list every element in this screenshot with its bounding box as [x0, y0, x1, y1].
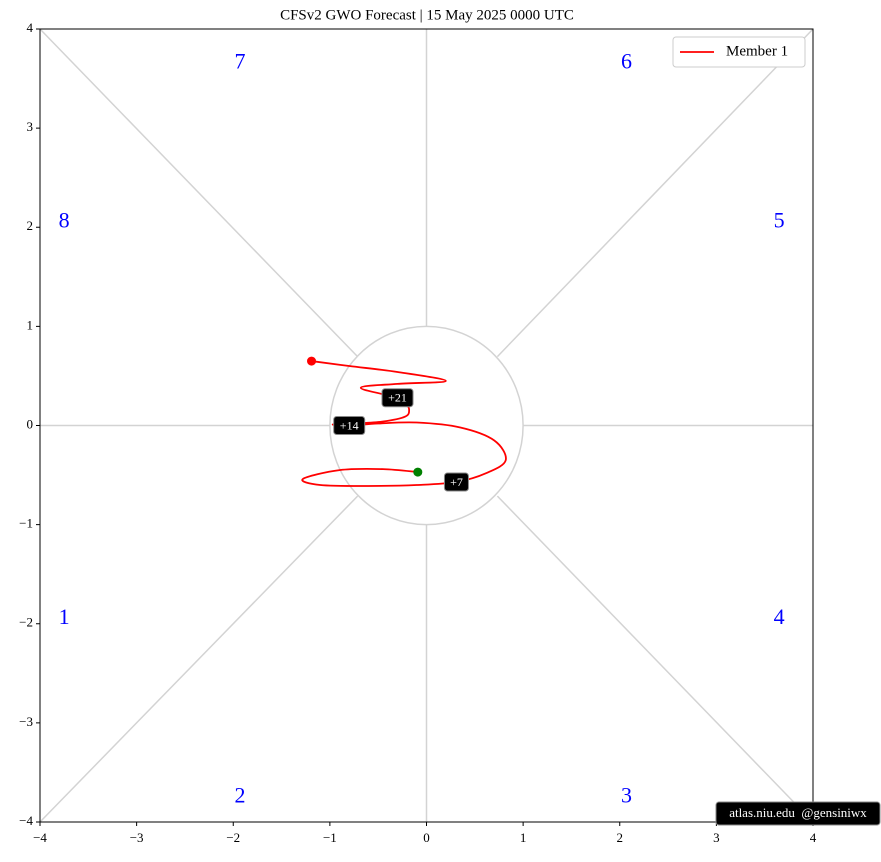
- phase-guides: [39, 28, 814, 823]
- legend-box: [672, 36, 806, 68]
- y-tick-label: 3: [27, 119, 34, 134]
- trajectory: [301, 360, 507, 487]
- watermark-box: [715, 801, 881, 826]
- annotation-label: +14: [340, 418, 359, 432]
- annotation-box: [333, 416, 366, 435]
- phase-label: 8: [59, 207, 70, 232]
- x-tick-label: 2: [617, 830, 624, 845]
- diagonal: [39, 28, 359, 358]
- y-tick-label: −2: [19, 615, 33, 630]
- phase-label: 3: [621, 782, 632, 807]
- y-tick-label: −1: [19, 516, 33, 531]
- x-tick-label: −3: [130, 830, 144, 845]
- unit-circle: [329, 325, 524, 526]
- y-tick-label: −4: [19, 813, 33, 828]
- x-tick-label: −4: [33, 830, 47, 845]
- end-point: [307, 356, 317, 366]
- x-tick-label: 0: [423, 830, 430, 845]
- start-point: [413, 467, 423, 477]
- y-tick-label: 4: [27, 20, 34, 35]
- x-tick-label: 3: [713, 830, 720, 845]
- y-tick-label: 2: [27, 218, 34, 233]
- phase-label: 6: [621, 49, 632, 74]
- y-tick-label: 0: [27, 416, 34, 431]
- annotation-box: [443, 472, 469, 492]
- watermark-text: atlas.niu.edu @gensiniwx: [729, 805, 867, 820]
- diagonal: [496, 28, 814, 358]
- phase-label: 4: [774, 604, 785, 629]
- phase-label: 7: [235, 49, 246, 74]
- x-tick-label: 4: [810, 830, 817, 845]
- x-tick-label: −2: [226, 830, 240, 845]
- diagonal: [39, 495, 359, 823]
- legend: Member 1: [672, 36, 806, 68]
- x-tick-label: 1: [520, 830, 527, 845]
- annotation-label: +7: [450, 475, 463, 489]
- phase-label: 5: [774, 207, 785, 232]
- y-tick-label: 1: [27, 317, 34, 332]
- diagonal: [496, 495, 814, 823]
- day-annotation: +7: [443, 472, 469, 492]
- watermark: atlas.niu.edu @gensiniwx: [715, 801, 881, 826]
- day-annotation: +21: [381, 388, 414, 408]
- phase-label: 2: [235, 782, 246, 807]
- annotation-box: [381, 388, 414, 408]
- x-tick-label: −1: [323, 830, 337, 845]
- y-tick-label: −3: [19, 714, 33, 729]
- day-annotation: +14: [333, 416, 366, 435]
- chart-title: CFSv2 GWO Forecast | 15 May 2025 0000 UT…: [280, 7, 574, 23]
- legend-label: Member 1: [726, 43, 788, 59]
- annotation-label: +21: [388, 390, 407, 404]
- phase-label: 1: [59, 604, 70, 629]
